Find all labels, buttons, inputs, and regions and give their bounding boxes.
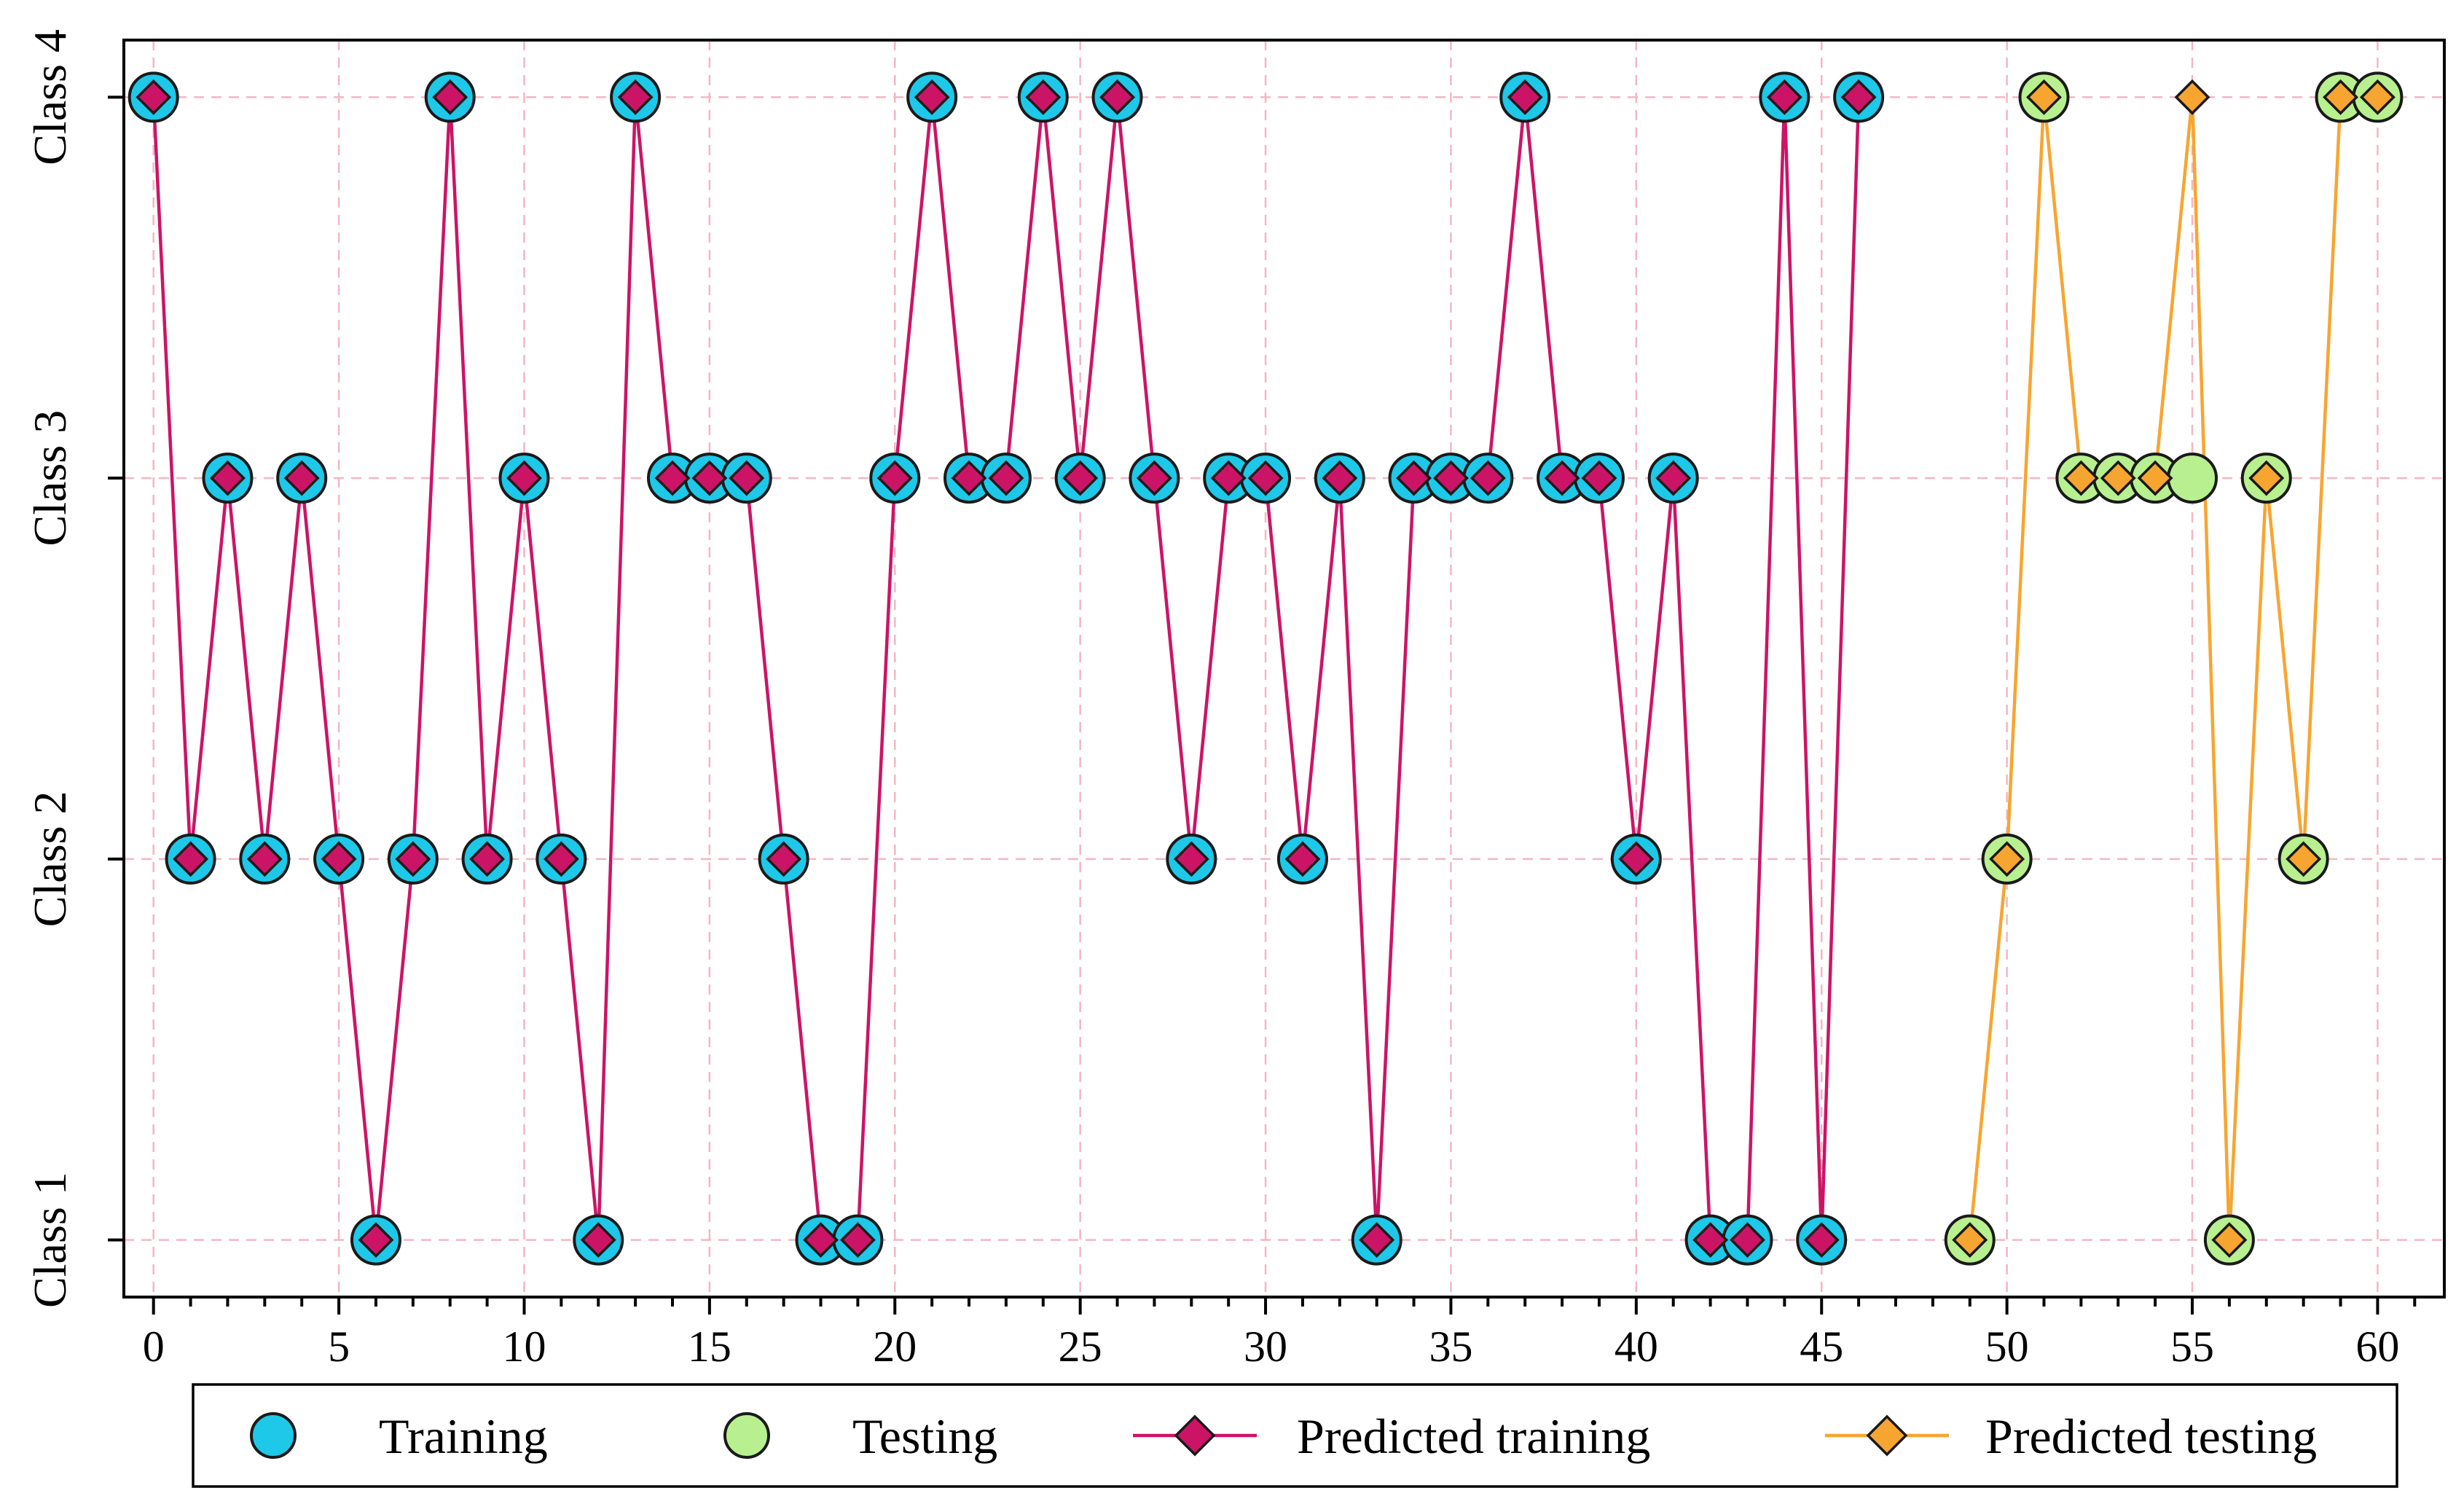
predicted-training-point [914,79,950,115]
predicted-training-point [766,841,802,877]
predicted-training-point [1432,460,1469,496]
predicted-testing-point [2323,79,2359,115]
x-tick-label: 55 [2170,1323,2214,1371]
legend-predicted-training-marker [1174,1414,1216,1457]
x-tick-label: 15 [688,1323,731,1371]
y-tick-label: Class 3 [24,410,76,547]
axis-layer: 0 5 10 15 20 25 30 35 40 45 50 55 60 Class 1 Class 2 Cl… [24,29,2446,1371]
legend-predicted-testing-label: Predicted testing [1985,1409,2317,1464]
predicted-testing-point [2026,79,2062,115]
predicted-training-point [469,841,506,877]
y-tick-label: Class 4 [24,29,76,165]
predicted-training-point [246,841,283,877]
predicted-training-point [506,460,542,496]
x-tick-label: 45 [1800,1323,1843,1371]
predicted-training-point [1618,841,1655,877]
predicted-training-point [1284,841,1321,877]
predicted-training-point [1581,460,1617,496]
x-tick-label: 30 [1244,1323,1287,1371]
legend-training-label: Training [379,1409,548,1464]
x-tick-label: 60 [2355,1323,2399,1371]
x-tick-label: 50 [1985,1323,2029,1371]
y-tick-label: Class 2 [24,791,76,928]
predicted-testing-point [2100,460,2136,496]
legend-predicted-testing-marker [1866,1414,1908,1457]
predicted-training-point [209,460,246,496]
predicted-training-point [432,79,468,115]
predicted-training-point [358,1222,394,1258]
predicted-testing-point [1989,841,2025,877]
predicted-training-point [729,460,765,496]
predicted-training-point [1766,79,1802,115]
predicted-training-point [988,460,1024,496]
predicted-training-point [1210,460,1247,496]
predicted-testing-point [2359,79,2396,115]
predicted-training-point [1655,460,1692,496]
predicted-training-point [691,460,728,496]
x-tick-label: 0 [143,1323,165,1371]
predicted-training-point [580,1222,616,1258]
predicted-training-point [173,841,209,877]
predicted-training-point [803,1222,839,1258]
x-tick-label: 25 [1059,1323,1102,1371]
x-tick-label: 35 [1429,1323,1472,1371]
legend: Training Testing Predicted training Predict… [192,1383,2398,1488]
x-tick-label: 10 [502,1323,546,1371]
series-line-predicted-testing [1968,95,2378,1242]
legend-testing-marker [723,1412,770,1459]
predicted-training-point [839,1222,876,1258]
predicted-testing-point [1952,1222,1988,1258]
predicted-training-point [617,79,654,115]
predicted-training-point [1470,460,1506,496]
series-points [127,71,2404,1266]
predicted-training-point [1544,460,1580,496]
x-tick-label: 5 [328,1323,350,1371]
predicted-training-point [1692,1222,1729,1258]
legend-predicted-training-label: Predicted training [1297,1409,1650,1464]
predicted-testing-point [2211,1222,2248,1258]
predicted-training-point [543,841,579,877]
predicted-training-point [136,79,172,115]
predicted-training-point [1507,79,1543,115]
predicted-training-point [1396,460,1432,496]
legend-training-marker [250,1412,297,1459]
predicted-training-point [1136,460,1172,496]
testing-point [2167,453,2218,504]
predicted-training-point [1173,841,1209,877]
predicted-training-point [283,460,320,496]
predicted-training-point [654,460,691,496]
series-line-predicted-training [152,95,1861,1242]
predicted-training-point [1322,460,1358,496]
predicted-testing-point [2137,460,2173,496]
predicted-training-point [1099,79,1136,115]
predicted-training-point [1730,1222,1765,1258]
predicted-testing-point [2248,460,2285,496]
predicted-training-point [876,460,913,496]
predicted-testing-point [2286,841,2322,877]
plot-frame [122,39,2446,1299]
legend-box [192,1383,2398,1488]
predicted-training-point [1840,79,1877,115]
predicted-training-point [1247,460,1284,496]
predicted-training-point [395,841,431,877]
predicted-training-point [1803,1222,1840,1258]
predicted-testing-point [2174,79,2210,115]
predicted-training-point [1025,79,1062,115]
predicted-training-point [1062,460,1099,496]
legend-testing-label: Testing [852,1409,997,1464]
predicted-training-point [321,841,357,877]
predicted-training-point [951,460,987,496]
predicted-training-point [1359,1222,1395,1258]
predicted-testing-point [2063,460,2099,496]
x-tick-label: 40 [1614,1323,1658,1371]
x-tick-label: 20 [873,1323,917,1371]
y-tick-label: Class 1 [24,1172,76,1308]
